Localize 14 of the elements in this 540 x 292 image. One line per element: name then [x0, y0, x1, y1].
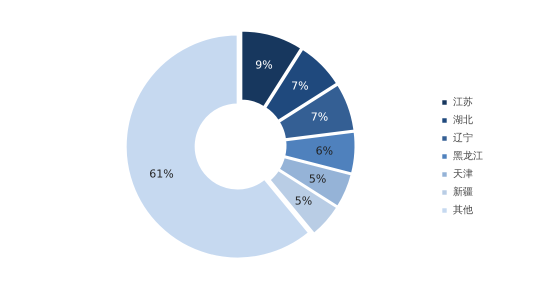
data-label: 7%: [310, 110, 328, 124]
legend-label: 新疆: [453, 186, 473, 199]
data-label: 5%: [294, 194, 312, 208]
data-label: 5%: [308, 172, 326, 186]
data-label: 6%: [316, 144, 334, 158]
legend-label: 辽宁: [453, 132, 473, 145]
data-label: 61%: [149, 167, 174, 180]
legend-label: 黑龙江: [453, 150, 483, 163]
data-label: 7%: [291, 80, 309, 93]
legend-label: 江苏: [453, 96, 473, 109]
legend-label: 天津: [453, 168, 473, 181]
data-label: 9%: [255, 58, 273, 72]
legend-label: 其他: [453, 204, 473, 217]
legend-label: 湖北: [453, 114, 473, 127]
